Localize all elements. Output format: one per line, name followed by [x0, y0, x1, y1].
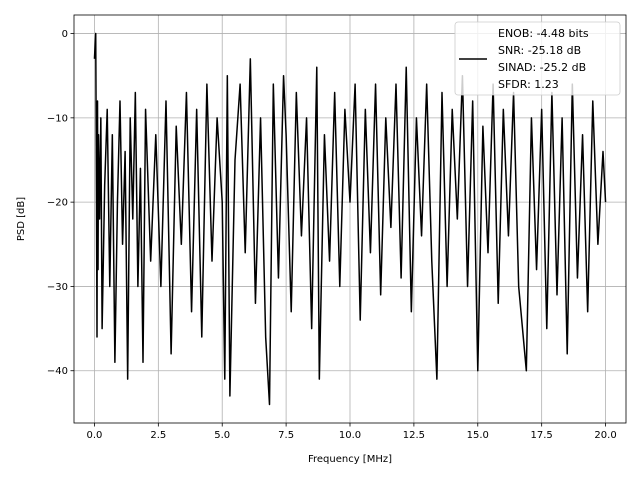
- y-ticks: 0 −10 −20 −30 −40: [47, 29, 74, 377]
- series-layer: [93, 32, 607, 406]
- legend-sfdr: SFDR: 1.23: [498, 78, 559, 91]
- x-tick-label: 0.0: [86, 430, 102, 441]
- x-tick-label: 2.5: [150, 430, 166, 441]
- legend-box: [454, 21, 621, 96]
- x-tick-label: 10.0: [339, 430, 361, 441]
- x-axis-label: Frequency [MHz]: [308, 454, 392, 465]
- y-tick-label: 0: [62, 29, 68, 40]
- y-tick-label: −40: [47, 366, 68, 377]
- legend-snr: SNR: -25.18 dB: [498, 44, 581, 57]
- legend: ENOB: -4.48 bits SNR: -25.18 dB SINAD: -…: [454, 21, 621, 96]
- x-tick-label: 17.5: [531, 430, 553, 441]
- y-axis-label: PSD [dB]: [16, 197, 27, 241]
- x-tick-label: 15.0: [467, 430, 489, 441]
- x-tick-label: 7.5: [278, 430, 294, 441]
- y-tick-label: −30: [47, 282, 68, 293]
- x-tick-label: 5.0: [214, 430, 230, 441]
- x-ticks: 0.0 2.5 5.0 7.5 10.0 12.5 15.0 17.5 20.0: [86, 423, 617, 441]
- x-tick-label: 12.5: [403, 430, 425, 441]
- y-tick-label: −10: [47, 113, 68, 124]
- y-tick-label: −20: [47, 198, 68, 209]
- legend-enob: ENOB: -4.48 bits: [498, 27, 589, 40]
- legend-sinad: SINAD: -25.2 dB: [498, 61, 586, 74]
- psd-series-line: [93, 32, 607, 406]
- x-tick-label: 20.0: [594, 430, 616, 441]
